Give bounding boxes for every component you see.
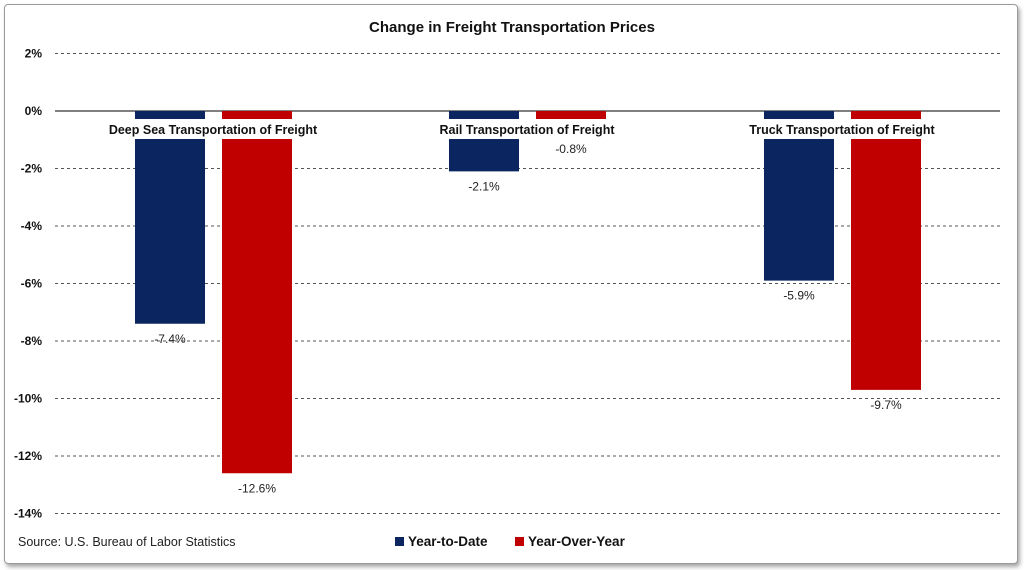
chart-title: Change in Freight Transportation Prices	[369, 19, 655, 36]
data-label: -7.4%	[154, 332, 186, 346]
data-label: -0.8%	[555, 142, 587, 156]
legend-label-yoy: Year-Over-Year	[528, 534, 626, 549]
category-label: Rail Transportation of Freight	[439, 123, 615, 137]
y-tick-label: -14%	[14, 507, 42, 521]
y-tick-label: 0%	[25, 104, 43, 118]
source-note: Source: U.S. Bureau of Labor Statistics	[18, 535, 235, 549]
legend: Year-to-Date Year-Over-Year	[395, 534, 626, 549]
legend-swatch-ytd	[395, 537, 404, 546]
data-label: -12.6%	[238, 481, 276, 495]
category-label: Truck Transportation of Freight	[749, 123, 935, 137]
y-tick-label: 2%	[25, 47, 43, 61]
bar-yoy	[851, 111, 921, 390]
y-tick-label: -10%	[14, 392, 42, 406]
y-tick-label: -2%	[21, 162, 43, 176]
bar-ytd	[764, 111, 834, 281]
legend-label-ytd: Year-to-Date	[408, 534, 488, 549]
legend-swatch-yoy	[515, 537, 524, 546]
category-label-bg	[724, 119, 960, 139]
data-label: -9.7%	[870, 398, 902, 412]
data-label: -2.1%	[468, 179, 500, 193]
category-label-bg	[409, 119, 645, 139]
y-tick-label: -6%	[21, 277, 43, 291]
y-tick-label: -8%	[21, 334, 43, 348]
y-tick-label: -12%	[14, 449, 42, 463]
bar-yoy	[222, 111, 292, 474]
bar-ytd	[135, 111, 205, 324]
y-tick-label: -4%	[21, 219, 43, 233]
category-label-bg	[95, 119, 331, 139]
data-label: -5.9%	[783, 289, 815, 303]
category-label: Deep Sea Transportation of Freight	[109, 123, 318, 137]
